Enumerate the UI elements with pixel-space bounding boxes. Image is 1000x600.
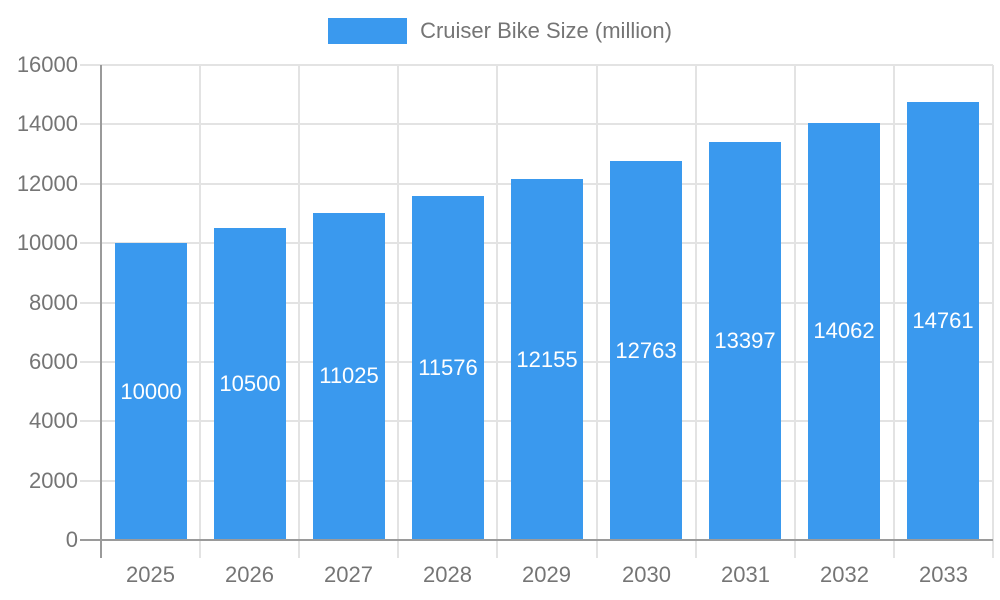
x-tick-label: 2025 (126, 562, 175, 587)
y-tick-label: 10000 (16, 230, 78, 255)
y-axis-line (100, 65, 102, 558)
gridline-vertical (496, 65, 499, 558)
gridline-vertical (595, 65, 598, 558)
bar (115, 243, 187, 540)
gridline-horizontal (80, 123, 993, 126)
bar (907, 101, 979, 540)
x-tick-label: 2032 (820, 562, 869, 587)
x-tick-label: 2033 (919, 562, 968, 587)
x-tick-label: 2027 (324, 562, 373, 587)
bar (511, 179, 583, 540)
bar (412, 196, 484, 540)
gridline-horizontal (80, 64, 993, 66)
y-tick-label: 14000 (16, 111, 78, 136)
bar-value-label: 10000 (120, 379, 182, 404)
bar-value-label: 13397 (714, 328, 776, 353)
gridline-vertical (892, 65, 895, 558)
x-tick-label: 2030 (622, 562, 671, 587)
y-tick-label: 2000 (29, 468, 78, 493)
gridline-vertical (298, 65, 301, 558)
y-tick-label: 4000 (29, 408, 78, 433)
legend-swatch-icon (328, 18, 408, 44)
bar (610, 161, 682, 540)
y-tick-label: 0 (65, 527, 78, 552)
gridline-vertical (992, 65, 994, 558)
legend-label: Cruiser Bike Size (million) (420, 18, 672, 43)
x-axis-line (80, 539, 993, 541)
y-tick-label: 8000 (29, 290, 78, 315)
bar (808, 122, 880, 540)
gridline-vertical (199, 65, 202, 558)
gridline-vertical (397, 65, 400, 558)
x-tick-label: 2026 (225, 562, 274, 587)
gridline-vertical (694, 65, 697, 558)
y-tick-label: 6000 (29, 349, 78, 374)
bar-value-label: 12763 (615, 338, 677, 363)
x-tick-label: 2029 (522, 562, 571, 587)
gridline-vertical (793, 65, 796, 558)
y-tick-label: 12000 (16, 171, 78, 196)
bar-value-label: 14761 (912, 308, 974, 333)
x-tick-label: 2031 (721, 562, 770, 587)
y-tick-label: 16000 (16, 52, 78, 77)
bar-value-label: 11576 (418, 355, 478, 380)
bar (214, 228, 286, 540)
bar-value-label: 11025 (319, 363, 379, 388)
bar-value-label: 14062 (813, 318, 875, 343)
bar-value-label: 12155 (516, 347, 578, 372)
x-tick-label: 2028 (423, 562, 472, 587)
legend[interactable]: Cruiser Bike Size (million) (0, 17, 1000, 45)
bar-value-label: 10500 (219, 371, 281, 396)
bar (709, 142, 781, 540)
bar (313, 212, 385, 540)
